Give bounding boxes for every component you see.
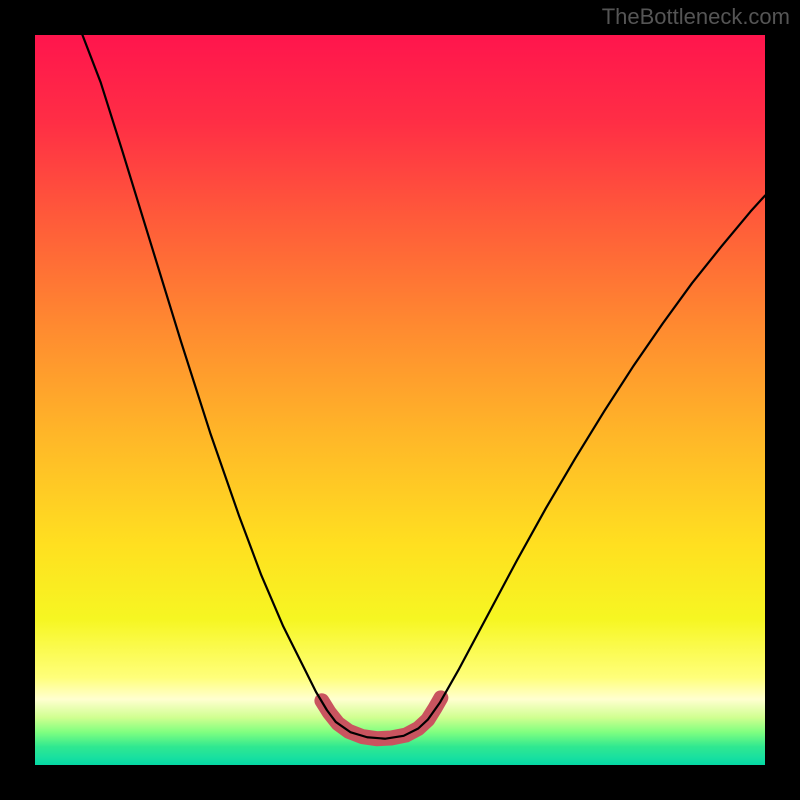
watermark-text: TheBottleneck.com xyxy=(602,4,790,30)
bottleneck-highlight xyxy=(322,698,441,739)
plot-area xyxy=(35,35,765,765)
bottleneck-curve xyxy=(82,35,765,739)
curve-layer xyxy=(35,35,765,765)
